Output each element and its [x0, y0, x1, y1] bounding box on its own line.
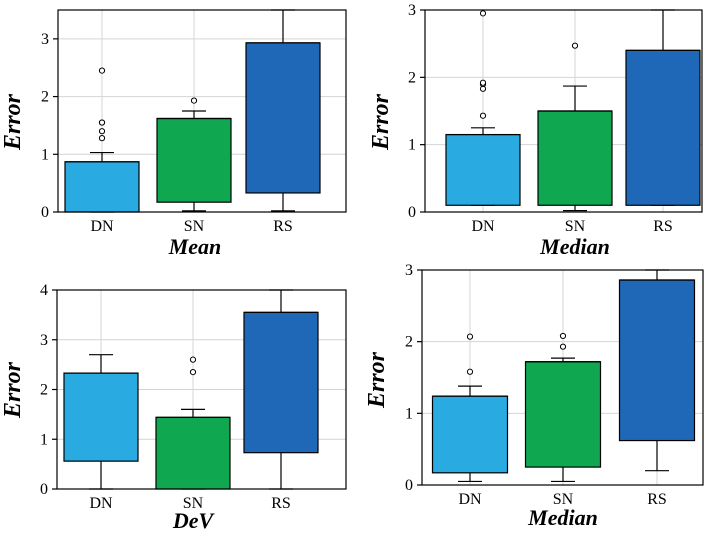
y-tick-label: 0 [408, 204, 416, 221]
x-tick-label-RS: RS [273, 218, 293, 235]
box-RS [625, 9, 701, 206]
x-tick-label-DN: DN [89, 495, 113, 512]
box-body-RS [618, 279, 696, 442]
y-tick-label: 2 [408, 69, 416, 86]
y-tick-label: 2 [40, 382, 48, 399]
outlier-point [189, 368, 197, 376]
outlier-point [479, 112, 487, 119]
outlier-point [98, 128, 106, 135]
y-tick-label: 0 [40, 481, 48, 498]
box-DN [431, 333, 509, 483]
x-tick-label-SN: SN [184, 218, 205, 235]
outlier-point [189, 356, 197, 363]
box-RS [245, 9, 321, 212]
x-tick-label-SN: SN [553, 491, 574, 508]
x-axis-label: DeV [172, 508, 216, 533]
panel-1: 0 1 2 3 DN SN RS Error Mean [0, 9, 347, 259]
plot-frame [421, 269, 704, 486]
y-tick-label: 1 [40, 431, 48, 448]
y-tick-label: 3 [405, 262, 413, 279]
x-tick-label-DN: DN [471, 218, 495, 235]
x-tick-label-DN: DN [458, 491, 482, 508]
x-axis-label: Median [539, 234, 610, 259]
plot-frame [56, 289, 347, 490]
outlier-point [571, 42, 579, 49]
panel-4: 0 1 2 3 DN SN RS Error Median [364, 262, 704, 530]
box-body-RS [243, 311, 319, 454]
box-SN [156, 97, 232, 212]
y-tick-label: 1 [408, 137, 416, 154]
outlier-point [559, 343, 567, 350]
box-RS [243, 289, 319, 490]
outlier-point [98, 119, 106, 126]
plot-frame [57, 9, 347, 213]
y-tick-label: 0 [41, 204, 49, 221]
x-tick-label-DN: DN [90, 218, 114, 235]
box-RS [618, 269, 696, 472]
box-body-DN [431, 395, 509, 474]
y-tick-label: 1 [405, 405, 413, 422]
y-tick-label: 0 [405, 477, 413, 494]
box-body-SN [537, 110, 613, 206]
y-tick-label: 2 [405, 334, 413, 351]
box-body-SN [524, 361, 602, 468]
outlier-point [559, 332, 567, 340]
outlier-point [98, 67, 106, 74]
box-SN [155, 356, 231, 490]
box-DN [63, 354, 139, 490]
box-SN [524, 332, 602, 483]
outlier-point [190, 97, 198, 104]
panel-3: 0 1 2 3 4 DN SN RS Error DeV [0, 282, 347, 533]
x-axis-label: Mean [168, 234, 222, 259]
y-axis-label: Error [0, 361, 26, 419]
y-axis-label: Error [0, 93, 26, 151]
y-tick-label: 2 [41, 89, 49, 106]
y-tick-label: 3 [40, 332, 48, 349]
panel-2: 0 1 2 3 DN SN RS Error Median [368, 2, 703, 259]
y-tick-label: 4 [40, 282, 48, 299]
x-tick-label-SN: SN [183, 495, 204, 512]
outlier-point [466, 368, 474, 375]
box-DN [445, 10, 521, 206]
box-SN [537, 42, 613, 212]
outlier-point [98, 135, 106, 142]
y-tick-label: 1 [41, 146, 49, 163]
x-tick-label-SN: SN [565, 218, 586, 235]
x-tick-label-RS: RS [653, 218, 673, 235]
x-tick-label-RS: RS [271, 495, 291, 512]
box-body-DN [64, 161, 140, 213]
y-tick-label: 3 [41, 31, 49, 48]
box-body-RS [625, 49, 701, 206]
outlier-point [479, 10, 487, 17]
outlier-point [466, 333, 474, 340]
plot-frame [424, 9, 703, 213]
y-tick-label: 3 [408, 2, 416, 19]
box-body-RS [245, 42, 321, 194]
y-axis-label: Error [364, 351, 390, 409]
box-body-SN [155, 416, 231, 490]
box-body-DN [445, 133, 521, 206]
x-tick-label-RS: RS [647, 491, 667, 508]
x-axis-label: Median [527, 505, 598, 530]
box-body-SN [156, 117, 232, 203]
box-body-DN [63, 372, 139, 462]
outlier-point [479, 79, 487, 86]
y-axis-label: Error [368, 93, 394, 151]
